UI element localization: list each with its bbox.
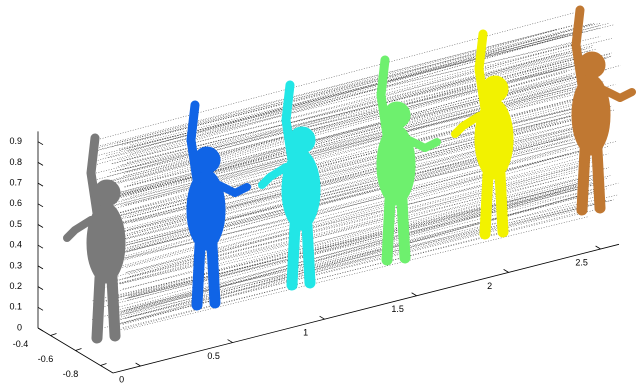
leg: [292, 225, 295, 285]
raised-arm: [479, 34, 485, 109]
leg: [212, 245, 215, 303]
figure: [377, 60, 437, 260]
z-tick-label: 0.4: [9, 240, 22, 250]
z-tick-label: 0: [17, 322, 22, 332]
z-tick: [38, 307, 43, 310]
raised-arm: [381, 60, 387, 135]
raised-arm: [576, 10, 582, 85]
y-tick: [51, 334, 57, 336]
y-tick-label: -0.4: [13, 339, 29, 349]
z-tick: [38, 266, 43, 269]
leg: [597, 150, 600, 208]
dotted-line: [115, 183, 594, 298]
dotted-line: [104, 101, 587, 219]
leg: [582, 150, 585, 210]
x-tick-label: 0.5: [207, 351, 220, 361]
z-tick-label: 0.6: [9, 198, 22, 208]
z-tick-label: 0.8: [9, 157, 22, 167]
z-tick: [38, 183, 43, 186]
dotted-line: [114, 114, 597, 239]
raised-arm: [91, 138, 97, 213]
x-tick-label: 1: [303, 328, 308, 338]
z-tick-label: 0.1: [9, 302, 22, 312]
x-tick-label: 2.5: [575, 257, 588, 267]
x-tick-label: 2: [487, 281, 492, 291]
z-tick: [38, 245, 43, 248]
dotted-line: [109, 148, 596, 261]
leg: [197, 245, 200, 305]
leg: [387, 200, 390, 260]
x-tick: [136, 363, 141, 366]
correspondence-lines: [92, 13, 621, 332]
figure: [455, 34, 513, 234]
figure: [262, 85, 320, 285]
dotted-line: [96, 178, 564, 304]
y-tick-label: -0.6: [38, 354, 54, 364]
z-tick: [38, 287, 43, 290]
x-tick-label: 1.5: [391, 304, 404, 314]
z-tick-label: 0.5: [9, 219, 22, 229]
torso: [87, 203, 125, 283]
dotted-line: [110, 51, 590, 173]
z-tick-label: 0.7: [9, 177, 22, 187]
leg: [485, 174, 488, 234]
leg: [500, 174, 503, 232]
dotted-line: [116, 195, 582, 324]
dotted-line: [108, 185, 592, 317]
x-tick-label: 0: [119, 374, 124, 384]
leg: [112, 278, 115, 336]
leg: [307, 225, 310, 283]
torso: [475, 99, 513, 179]
z-tick-label: 0.9: [9, 136, 22, 146]
x-axis: [113, 244, 619, 373]
x-tick: [412, 293, 417, 296]
y-tick: [76, 349, 82, 351]
chart: 0 0.1 0.2 0.3 0.4 0.5 0.6 0.7 0.8 0.9 -0.4 -0.6 -0.8…: [0, 0, 641, 384]
dotted-line: [108, 49, 586, 176]
x-tick: [228, 340, 233, 343]
dotted-line: [109, 143, 584, 264]
z-tick: [38, 225, 43, 228]
z-tick: [38, 204, 43, 207]
z-tick: [38, 328, 43, 331]
z-tick-label: 0.3: [9, 260, 22, 270]
y-tick: [101, 364, 107, 366]
leg: [97, 278, 100, 338]
z-tick: [38, 142, 43, 145]
z-tick: [38, 162, 43, 165]
dotted-line: [124, 38, 612, 160]
figure: [572, 10, 632, 210]
x-tick: [320, 316, 325, 319]
y-tick-label: -0.8: [63, 369, 79, 379]
x-tick: [596, 246, 601, 249]
x-tick: [504, 269, 509, 272]
torso: [282, 150, 320, 230]
dotted-line: [127, 23, 610, 149]
z-tick-label: 0.2: [9, 281, 22, 291]
leg: [402, 200, 405, 258]
